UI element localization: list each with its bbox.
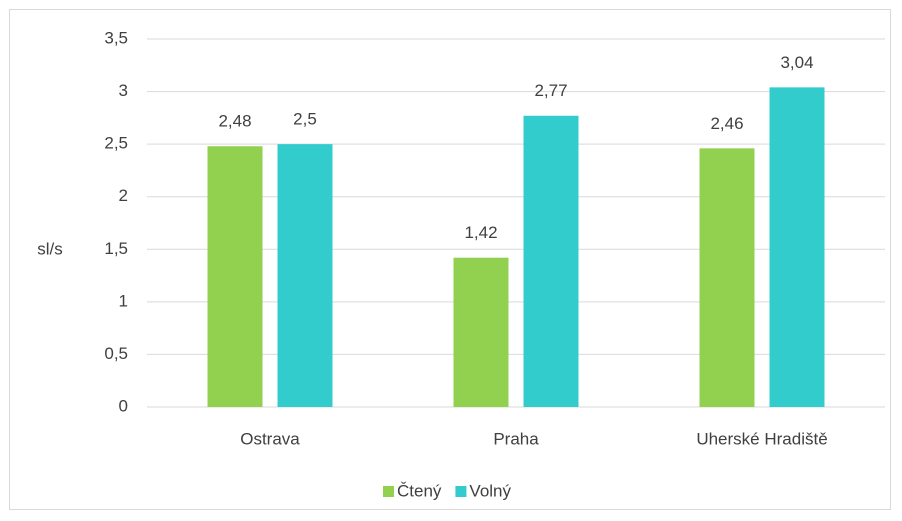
data-label: 2,48 (218, 112, 251, 131)
data-label: 3,04 (780, 53, 813, 72)
y-tick-label: 2,5 (104, 134, 128, 153)
bar (699, 148, 755, 407)
data-label: 2,5 (293, 110, 317, 129)
legend-swatch (455, 486, 467, 497)
legend-label: Čtený (397, 481, 442, 500)
bar (277, 144, 333, 407)
data-label: 1,42 (464, 223, 497, 242)
x-tick-label: Uherské Hradiště (696, 429, 827, 448)
y-tick-label: 3,5 (104, 28, 128, 47)
y-tick-label: 0 (119, 396, 128, 415)
bar (207, 146, 263, 407)
bar (453, 257, 509, 407)
x-tick-label: Praha (493, 429, 539, 448)
legend-label: Volný (469, 481, 511, 500)
bar (769, 87, 825, 407)
data-label: 2,46 (710, 114, 743, 133)
y-tick-label: 0,5 (104, 344, 128, 363)
y-axis-label: sl/s (37, 239, 63, 258)
y-tick-label: 1,5 (104, 239, 128, 258)
y-tick-label: 2 (119, 186, 128, 205)
y-tick-label: 1 (119, 291, 128, 310)
y-tick-label: 3 (119, 81, 128, 100)
x-tick-label: Ostrava (240, 429, 300, 448)
bar (523, 115, 579, 408)
data-label: 2,77 (534, 81, 567, 100)
legend-swatch (383, 486, 394, 497)
